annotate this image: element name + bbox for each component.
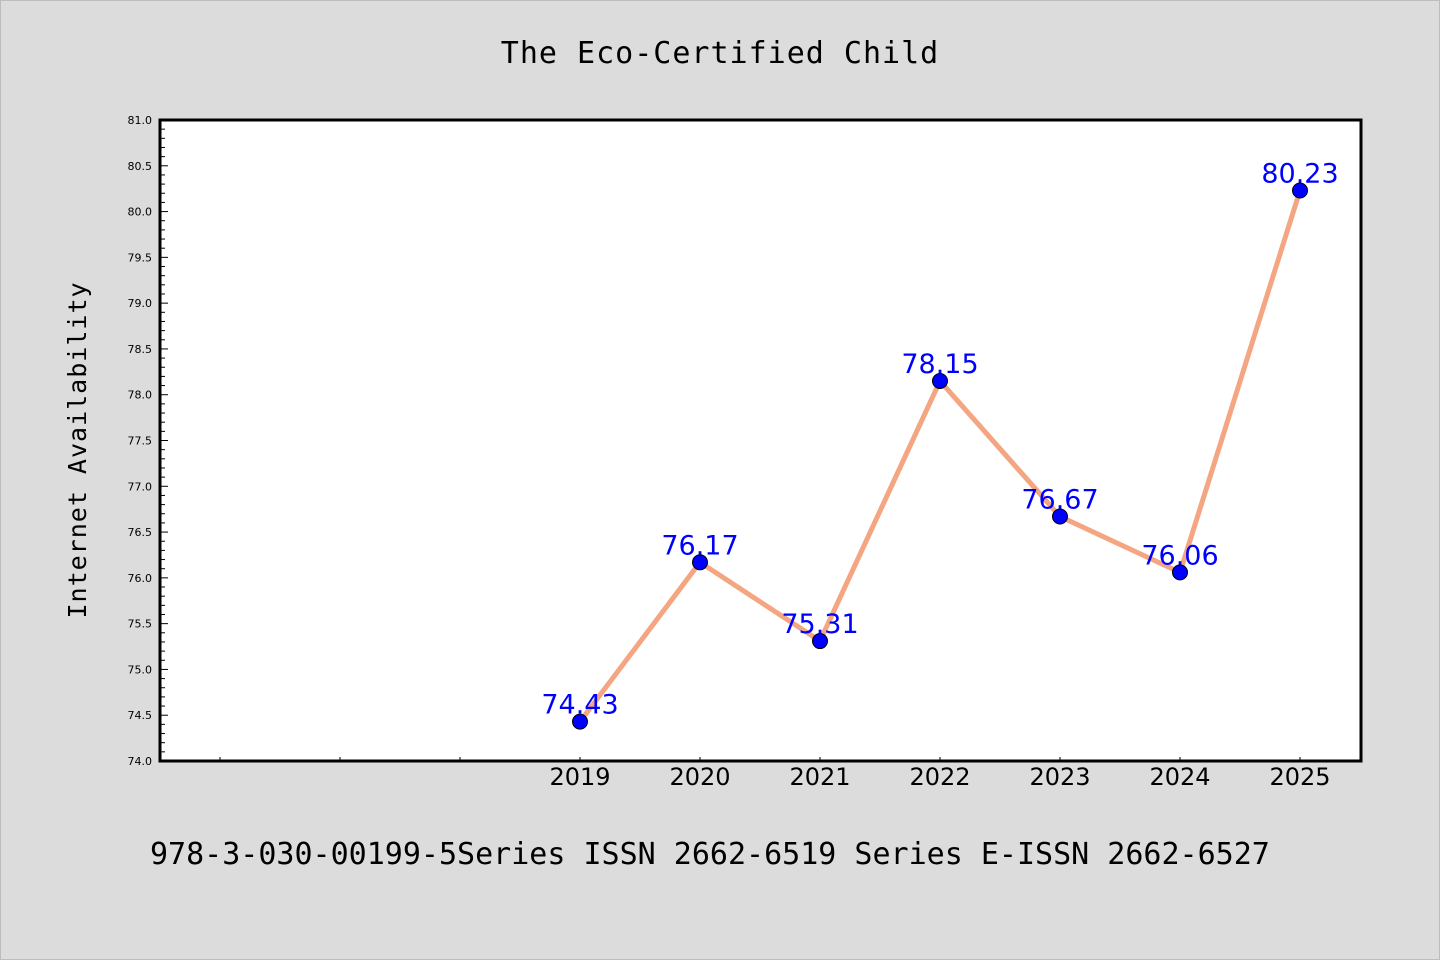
y-tick-label: 79.5 xyxy=(128,251,153,264)
x-tick-label: 2024 xyxy=(1149,763,1210,791)
data-label: 76.06 xyxy=(1141,540,1218,571)
y-tick-label: 80.0 xyxy=(128,206,153,219)
data-point xyxy=(692,554,708,571)
y-tick-label: 76.5 xyxy=(128,526,153,539)
data-point xyxy=(1052,508,1068,525)
y-tick-label: 76.0 xyxy=(128,572,153,585)
chart-title: The Eco-Certified Child xyxy=(501,36,939,71)
data-point xyxy=(1292,182,1308,199)
x-axis: 2019 2020 2021 2022 2023 2024 2025 xyxy=(219,757,1331,791)
x-tick-label: 2019 xyxy=(549,763,610,791)
y-tick-label: 77.5 xyxy=(128,435,153,448)
y-axis-label: Internet Availability xyxy=(63,281,92,618)
series-line-group: 74.43 76.17 75.31 78.15 76.67 76.06 80.23 xyxy=(541,159,1339,730)
y-tick-label: 75.5 xyxy=(128,618,153,631)
data-point xyxy=(932,372,948,389)
x-tick-label: 2020 xyxy=(669,763,730,791)
y-axis: 74.0 74.5 75.0 75.5 76.0 76.5 77.0 77.5 78.0 78.5… xyxy=(128,114,168,768)
x-tick-label: 2022 xyxy=(909,763,970,791)
data-label: 76.17 xyxy=(661,530,738,561)
data-point xyxy=(812,633,828,650)
y-tick-label: 81.0 xyxy=(128,114,153,127)
x-tick-label: 2023 xyxy=(1029,763,1090,791)
y-tick-label: 80.5 xyxy=(128,160,153,173)
data-label: 75.31 xyxy=(781,609,858,640)
y-tick-label: 79.0 xyxy=(128,297,153,310)
data-point xyxy=(572,713,588,730)
y-tick-label: 78.5 xyxy=(128,343,153,356)
data-point xyxy=(1172,564,1188,581)
x-tick-label: 2025 xyxy=(1269,763,1330,791)
x-tick-label: 2021 xyxy=(789,763,850,791)
plot-area xyxy=(158,118,1363,763)
data-label: 76.67 xyxy=(1021,485,1098,516)
data-label: 80.23 xyxy=(1261,159,1338,190)
y-tick-label: 74.0 xyxy=(128,755,153,768)
y-tick-label: 74.5 xyxy=(128,709,153,722)
y-tick-label: 77.0 xyxy=(128,480,153,493)
data-label: 74.43 xyxy=(541,690,618,721)
y-tick-label: 75.0 xyxy=(128,663,153,676)
footer-isbn-text: 978-3-030-00199-5Series ISSN 2662-6519 S… xyxy=(150,837,1270,872)
data-label: 78.15 xyxy=(901,349,978,380)
y-tick-label: 78.0 xyxy=(128,389,153,402)
